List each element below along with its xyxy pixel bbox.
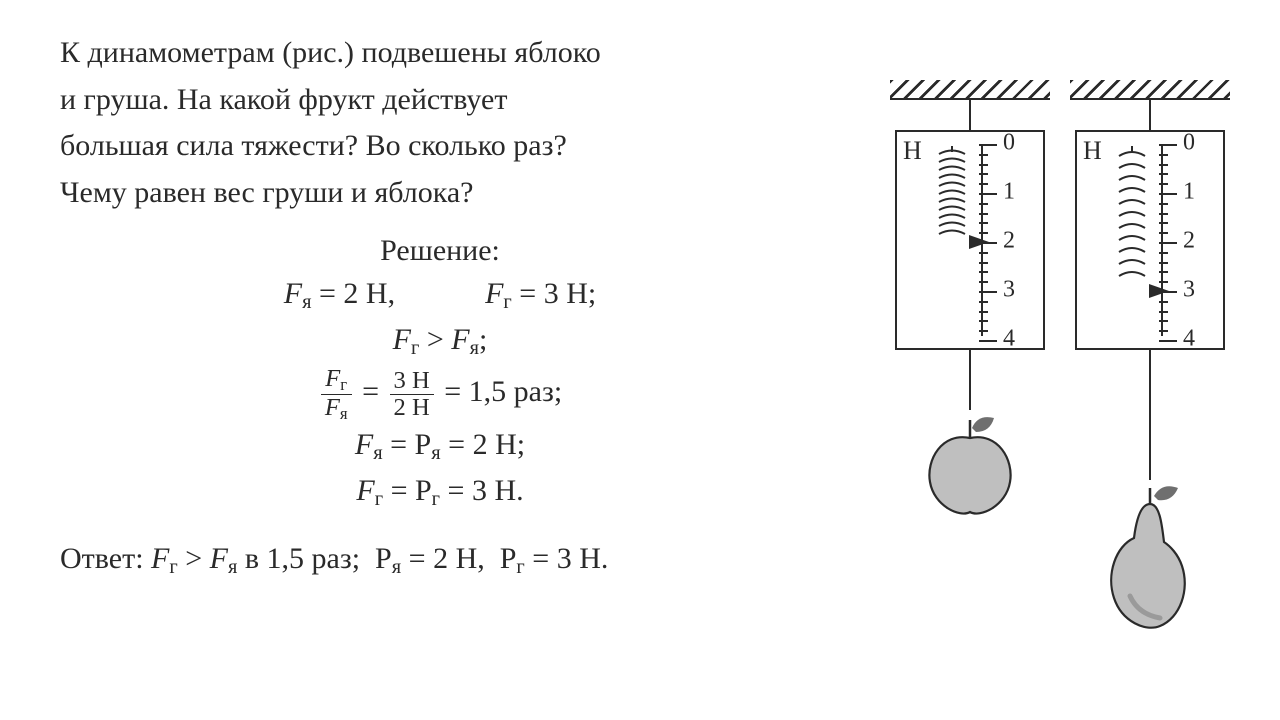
answer-prefix: Ответ: bbox=[60, 542, 151, 575]
unit-label: Н bbox=[903, 136, 922, 166]
pear-icon bbox=[1100, 486, 1200, 636]
dyno-casing: Н 0 1 2 3 4 bbox=[895, 130, 1045, 350]
unit-label: Н bbox=[1083, 136, 1102, 166]
scale-tick-label: 3 bbox=[1003, 276, 1015, 303]
problem-line4: Чему равен вес груши и яблока? bbox=[60, 176, 474, 209]
scale-tick-label: 0 bbox=[1183, 129, 1195, 156]
problem-line1: К динамометрам (рис.) подвешены яблоко bbox=[60, 36, 601, 69]
apple-icon bbox=[920, 416, 1020, 526]
dyno-pointer-apple bbox=[969, 235, 989, 249]
answer-p-g: 3 Н bbox=[557, 542, 601, 575]
dyno-spring bbox=[1117, 146, 1147, 296]
dyno-scale: 01234 bbox=[981, 144, 1035, 336]
dyno-pointer-pear bbox=[1149, 284, 1169, 298]
problem-text: К динамометрам (рис.) подвешены яблоко и… bbox=[60, 30, 820, 216]
eq-given: Fя = 2 Н, Fг = 3 Н; bbox=[60, 274, 820, 318]
lower-wire bbox=[969, 350, 972, 410]
hang-wire bbox=[969, 100, 972, 130]
dynamometer-pear: Н 0 1 2 3 4 bbox=[1070, 80, 1230, 636]
problem-line3: большая сила тяжести? Во сколько раз? bbox=[60, 129, 567, 162]
p-ya: 2 Н bbox=[473, 428, 517, 461]
scale-tick-label: 4 bbox=[1183, 325, 1195, 352]
eq-ratio: Fг Fя = 3 H 2 H = 1,5 раз; bbox=[60, 366, 820, 422]
lower-wire bbox=[1149, 350, 1152, 480]
p-g: 3 Н bbox=[472, 474, 516, 507]
scale-tick-label: 1 bbox=[1183, 178, 1195, 205]
scale-tick-label: 2 bbox=[1003, 227, 1015, 254]
ceiling-hatch bbox=[1070, 80, 1230, 100]
ratio-den: 2 H bbox=[390, 395, 434, 421]
eq-compare: Fг > Fя; bbox=[60, 320, 820, 364]
ratio-num: 3 H bbox=[390, 368, 434, 395]
scale-tick-label: 1 bbox=[1003, 178, 1015, 205]
scale-tick-label: 3 bbox=[1183, 276, 1195, 303]
scale-tick-label: 2 bbox=[1183, 227, 1195, 254]
solution-block: Решение: Fя = 2 Н, Fг = 3 Н; Fг > Fя; Fг… bbox=[60, 234, 820, 514]
f-g-value: 3 Н bbox=[544, 277, 588, 310]
f-ya-value: 2 Н bbox=[343, 277, 387, 310]
answer-p-ya: 2 Н bbox=[433, 542, 477, 575]
eq-weight-pear: Fг = Рг = 3 Н. bbox=[60, 470, 820, 514]
dynamometer-apple: Н 0 1 2 3 4 bbox=[890, 80, 1050, 526]
dyno-casing: Н 0 1 2 3 4 bbox=[1075, 130, 1225, 350]
ratio-result: 1,5 раз bbox=[469, 375, 554, 408]
solution-title: Решение: bbox=[60, 234, 820, 268]
hang-wire bbox=[1149, 100, 1152, 130]
dyno-spring bbox=[937, 146, 967, 256]
scale-tick-label: 4 bbox=[1003, 325, 1015, 352]
problem-line2: и груша. На какой фрукт действует bbox=[60, 83, 507, 116]
scale-tick-label: 0 bbox=[1003, 129, 1015, 156]
answer-factor: в 1,5 раз bbox=[245, 542, 352, 575]
dyno-scale: 01234 bbox=[1161, 144, 1215, 336]
ceiling-hatch bbox=[890, 80, 1050, 100]
eq-weight-apple: Fя = Ря = 2 Н; bbox=[60, 424, 820, 468]
dynamometer-figure: Н 0 1 2 3 4 bbox=[880, 80, 1240, 680]
